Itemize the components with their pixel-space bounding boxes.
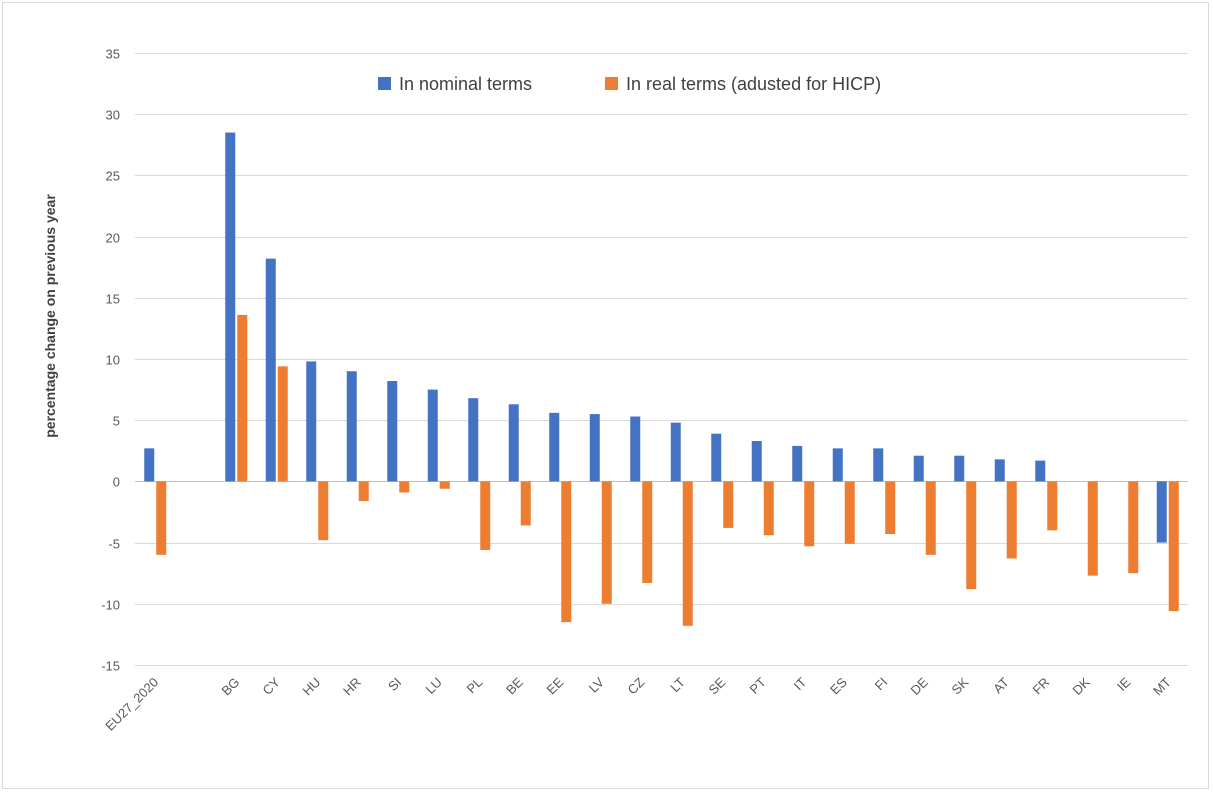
x-tick-label-FI: FI: [872, 675, 891, 694]
bar-nominal-AT: [994, 459, 1005, 482]
y-tick-label: 0: [113, 475, 120, 490]
gridlines: [135, 53, 1188, 666]
bar-real-SE: [723, 481, 734, 528]
bar-real-EU27_2020: [156, 481, 167, 555]
bar-real-LV: [601, 481, 612, 604]
x-axis-ticks: EU27_2020 BG CY HU HR SI LU PL BE EE LV CZ LT SE PT IT E…: [102, 674, 1174, 733]
y-tick-label: -10: [101, 598, 120, 613]
x-tick-label-LV: LV: [586, 674, 607, 695]
x-tick-label-SI: SI: [385, 675, 404, 694]
bar-real-HR: [358, 481, 369, 501]
y-tick-label: 30: [106, 108, 120, 123]
bar-nominal-HR: [346, 371, 357, 482]
y-tick-label: 15: [106, 292, 120, 307]
bar-real-FI: [885, 481, 896, 535]
x-tick-label-BG: BG: [218, 675, 242, 699]
bar-nominal-ES: [832, 448, 843, 482]
x-tick-label-DK: DK: [1069, 674, 1093, 698]
x-tick-label-HU: HU: [299, 675, 323, 699]
bar-nominal-LU: [427, 389, 438, 482]
x-tick-label-SE: SE: [706, 674, 729, 697]
x-tick-label-BE: BE: [503, 674, 526, 697]
x-tick-label-HR: HR: [340, 675, 364, 699]
x-tick-label-LU: LU: [423, 675, 445, 697]
bar-real-IE: [1128, 481, 1139, 574]
bar-nominal-EE: [549, 412, 560, 482]
bar-real-BE: [520, 481, 531, 526]
x-tick-label-FR: FR: [1030, 675, 1053, 698]
bar-real-BG: [237, 314, 248, 482]
x-tick-label-CZ: CZ: [625, 674, 648, 697]
bar-real-HU: [318, 481, 329, 541]
y-tick-label: 35: [106, 47, 120, 62]
bar-nominal-PL: [468, 398, 479, 482]
x-tick-label-IE: IE: [1114, 674, 1134, 694]
bar-real-FR: [1047, 481, 1058, 531]
bar-nominal-SE: [711, 433, 722, 482]
x-tick-label-MT: MT: [1150, 674, 1174, 698]
bar-real-DK: [1087, 481, 1098, 576]
bar-nominal-PT: [751, 441, 762, 482]
legend-label-real: In real terms (adusted for HICP): [626, 74, 881, 94]
bar-real-IT: [804, 481, 815, 547]
bar-nominal-FI: [873, 448, 884, 482]
bar-nominal-FR: [1035, 460, 1046, 482]
y-tick-label: 5: [113, 414, 120, 429]
y-tick-label: -15: [101, 659, 120, 674]
bar-nominal-LT: [670, 422, 681, 482]
bar-nominal-DE: [913, 455, 924, 482]
legend: In nominal terms In real terms (adusted …: [378, 74, 881, 94]
x-tick-label-PT: PT: [747, 674, 769, 696]
bar-chart: 35 30 25 20 15 10 5 0 -5 -10 -15 EU27_2020 BG CY HU HR…: [42, 47, 1188, 734]
bar-real-LU: [439, 481, 450, 489]
bar-real-AT: [1006, 481, 1017, 559]
bar-nominal-BG: [225, 132, 236, 482]
bar-real-CZ: [642, 481, 653, 583]
bar-nominal-MT: [1156, 481, 1167, 543]
bar-real-SI: [399, 481, 410, 493]
bar-real-LT: [682, 481, 693, 626]
y-axis-label: percentage change on previous year: [42, 194, 58, 438]
bar-real-DE: [925, 481, 936, 555]
x-tick-label-EU27_2020: EU27_2020: [102, 675, 161, 734]
bar-real-MT: [1168, 481, 1179, 612]
x-tick-label-CY: CY: [259, 674, 283, 698]
y-axis-ticks: 35 30 25 20 15 10 5 0 -5 -10 -15: [101, 47, 120, 674]
y-tick-label: 10: [106, 353, 120, 368]
x-tick-label-PL: PL: [464, 675, 486, 697]
bar-nominal-CZ: [630, 416, 641, 482]
bar-real-PL: [480, 481, 491, 550]
x-tick-label-EE: EE: [544, 674, 567, 697]
legend-swatch-nominal: [378, 77, 391, 90]
bar-nominal-IT: [792, 445, 803, 482]
x-tick-label-ES: ES: [827, 674, 850, 697]
bar-real-CY: [277, 366, 288, 482]
x-tick-label-DE: DE: [907, 674, 931, 698]
bar-real-ES: [844, 481, 855, 544]
bar-nominal-HU: [306, 361, 317, 482]
bar-nominal-EU27_2020: [144, 448, 155, 482]
legend-swatch-real: [605, 77, 618, 90]
bar-nominal-SI: [387, 381, 398, 482]
x-tick-label-SK: SK: [949, 674, 972, 697]
y-tick-label: 20: [106, 231, 120, 246]
legend-label-nominal: In nominal terms: [399, 74, 532, 94]
x-tick-label-LT: LT: [667, 674, 688, 695]
bar-nominal-SK: [954, 455, 965, 482]
bar-nominal-BE: [508, 404, 519, 482]
bar-nominal-LV: [589, 414, 600, 482]
x-tick-label-IT: IT: [791, 674, 810, 693]
bar-real-SK: [966, 481, 977, 590]
y-tick-label: 25: [106, 169, 120, 184]
bars: [144, 132, 1179, 626]
bar-real-EE: [561, 481, 572, 623]
bar-real-PT: [763, 481, 774, 536]
y-tick-label: -5: [108, 537, 120, 552]
bar-nominal-CY: [265, 258, 276, 482]
x-tick-label-AT: AT: [990, 674, 1012, 696]
